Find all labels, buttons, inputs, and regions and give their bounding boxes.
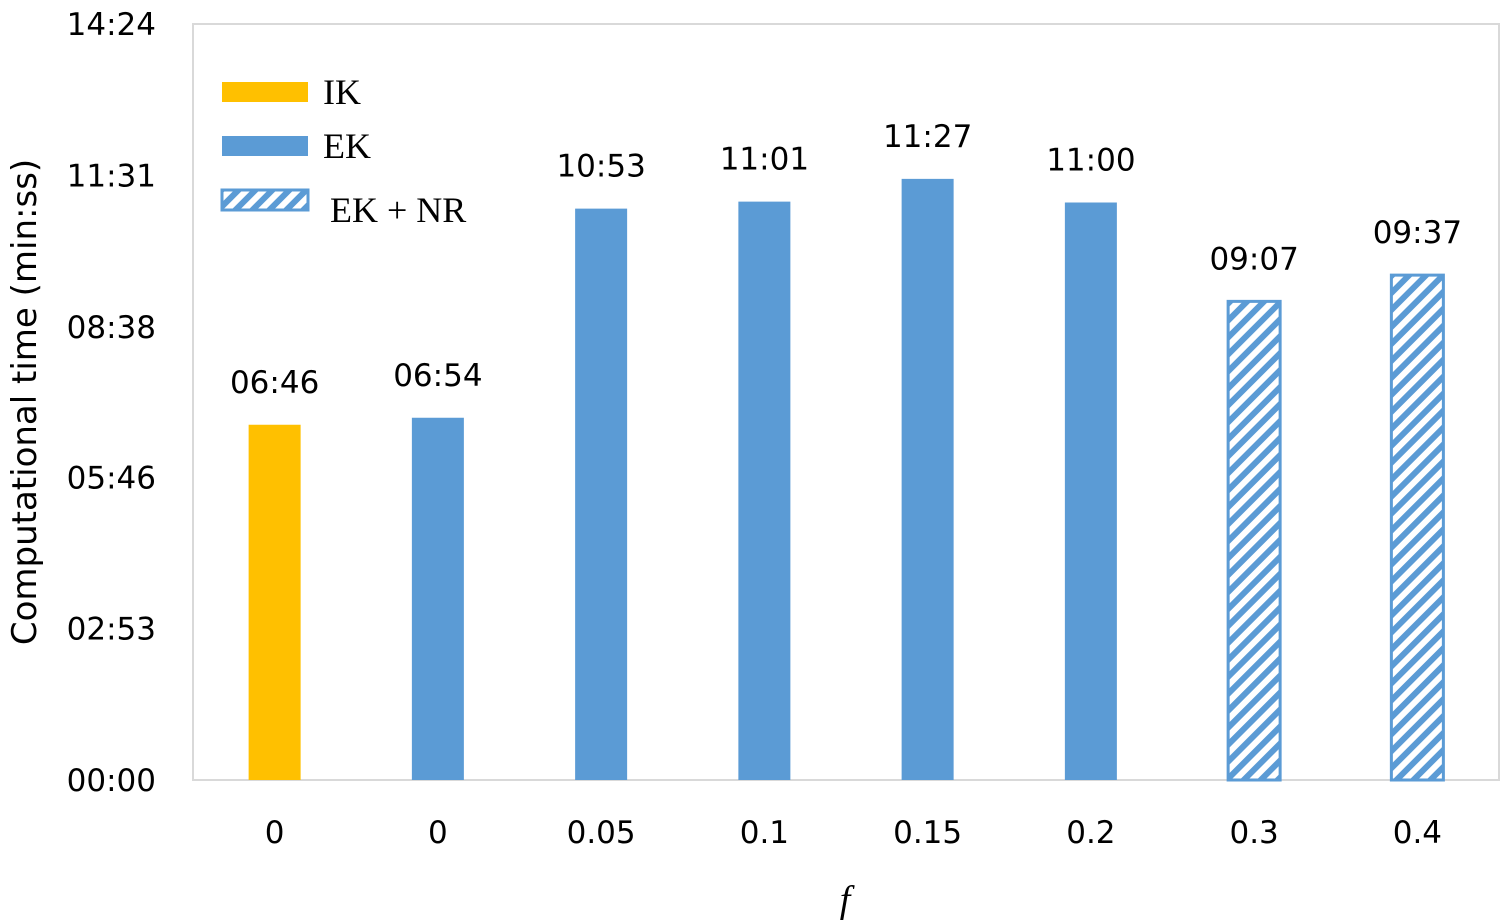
bar	[1226, 299, 1282, 782]
data-labels: 06:46 06:54 10:53 11:01 11:27 11:00 09:07 09:37	[230, 119, 1462, 401]
bar	[901, 178, 954, 780]
data-label: 06:54	[393, 358, 482, 394]
bar	[1064, 202, 1117, 780]
bar	[248, 424, 301, 780]
x-tick-label: 0	[265, 815, 285, 851]
y-tick-label: 02:53	[67, 612, 156, 648]
legend-label: EK + NR	[330, 190, 466, 230]
y-tick-label: 05:46	[67, 460, 156, 496]
x-tick-label: 0	[428, 815, 448, 851]
y-axis-label: Computational time (min:ss)	[5, 159, 45, 645]
legend: IK EK EK + NR	[220, 72, 466, 230]
y-tick-label: 14:24	[67, 7, 156, 43]
y-tick-label: 00:00	[67, 763, 156, 799]
data-label: 11:00	[1046, 143, 1135, 179]
legend-swatch	[222, 82, 308, 102]
legend-swatch	[222, 136, 308, 156]
data-label: 09:37	[1373, 215, 1462, 251]
data-label: 10:53	[556, 149, 645, 185]
bars	[248, 178, 1445, 782]
bar	[1389, 273, 1445, 782]
x-tick-label: 0.2	[1066, 815, 1115, 851]
data-label: 09:07	[1209, 241, 1298, 277]
y-axis-ticks: 00:00 02:53 05:46 08:38 11:31 14:24	[67, 7, 156, 799]
y-tick-label: 08:38	[67, 310, 156, 346]
data-label: 11:27	[883, 119, 972, 155]
bar	[575, 208, 628, 780]
x-axis-ticks: 0 0 0.05 0.1 0.15 0.2 0.3 0.4	[265, 815, 1442, 851]
x-tick-label: 0.4	[1393, 815, 1442, 851]
x-tick-label: 0.3	[1229, 815, 1278, 851]
x-tick-label: 0.15	[893, 815, 962, 851]
bar	[738, 201, 791, 780]
plot-area	[192, 23, 1500, 781]
data-label: 06:46	[230, 365, 319, 401]
legend-swatch	[220, 188, 310, 212]
x-tick-label: 0.05	[567, 815, 636, 851]
x-tick-label: 0.1	[740, 815, 789, 851]
bar	[411, 417, 464, 780]
legend-label: IK	[323, 72, 361, 112]
x-axis-label: f	[840, 879, 855, 921]
y-tick-label: 11:31	[67, 158, 156, 194]
data-label: 11:01	[720, 142, 809, 178]
legend-label: EK	[323, 126, 371, 166]
